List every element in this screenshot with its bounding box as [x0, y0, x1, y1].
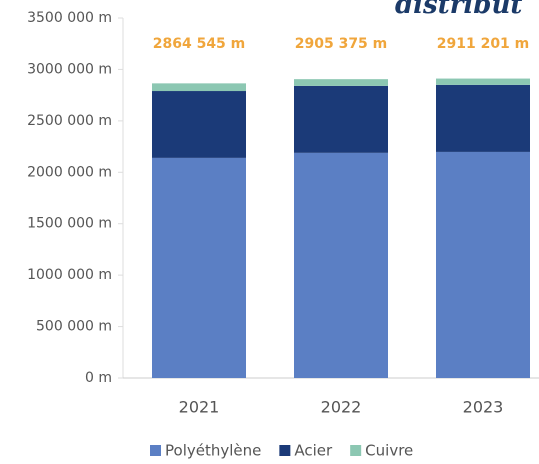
bar-segment [152, 91, 246, 158]
legend-label: Polyéthylène [165, 442, 261, 460]
total-label: 2905 375 m [295, 36, 388, 52]
bar-segment [294, 79, 388, 86]
legend-swatch [350, 445, 362, 456]
legend-label: Acier [294, 442, 333, 460]
legend-swatch [150, 445, 161, 456]
y-tick-label: 3500 000 m [27, 10, 112, 26]
y-tick-label: 1000 000 m [27, 267, 112, 283]
bar-segment [294, 152, 388, 378]
bar-segment [294, 85, 388, 153]
x-tick-label: 2021 [179, 398, 220, 417]
total-label: 2911 201 m [437, 36, 530, 52]
bar-segment [436, 151, 530, 378]
bar-segment [436, 78, 530, 85]
total-label: 2864 545 m [153, 36, 246, 52]
y-tick-label: 500 000 m [36, 319, 112, 335]
bar-segment [152, 83, 246, 92]
legend-swatch [279, 445, 291, 456]
y-tick-label: 2500 000 m [27, 113, 112, 129]
y-tick-label: 3000 000 m [27, 61, 112, 77]
chart-title: distribut [395, 0, 522, 20]
y-tick-label: 2000 000 m [27, 164, 112, 180]
bar-segment [152, 157, 246, 378]
y-tick-label: 0 m [85, 370, 112, 386]
bar-segment [436, 84, 530, 152]
x-tick-label: 2023 [463, 398, 504, 417]
y-tick-label: 1500 000 m [27, 216, 112, 232]
x-tick-label: 2022 [321, 398, 362, 417]
legend-label: Cuivre [365, 442, 413, 460]
